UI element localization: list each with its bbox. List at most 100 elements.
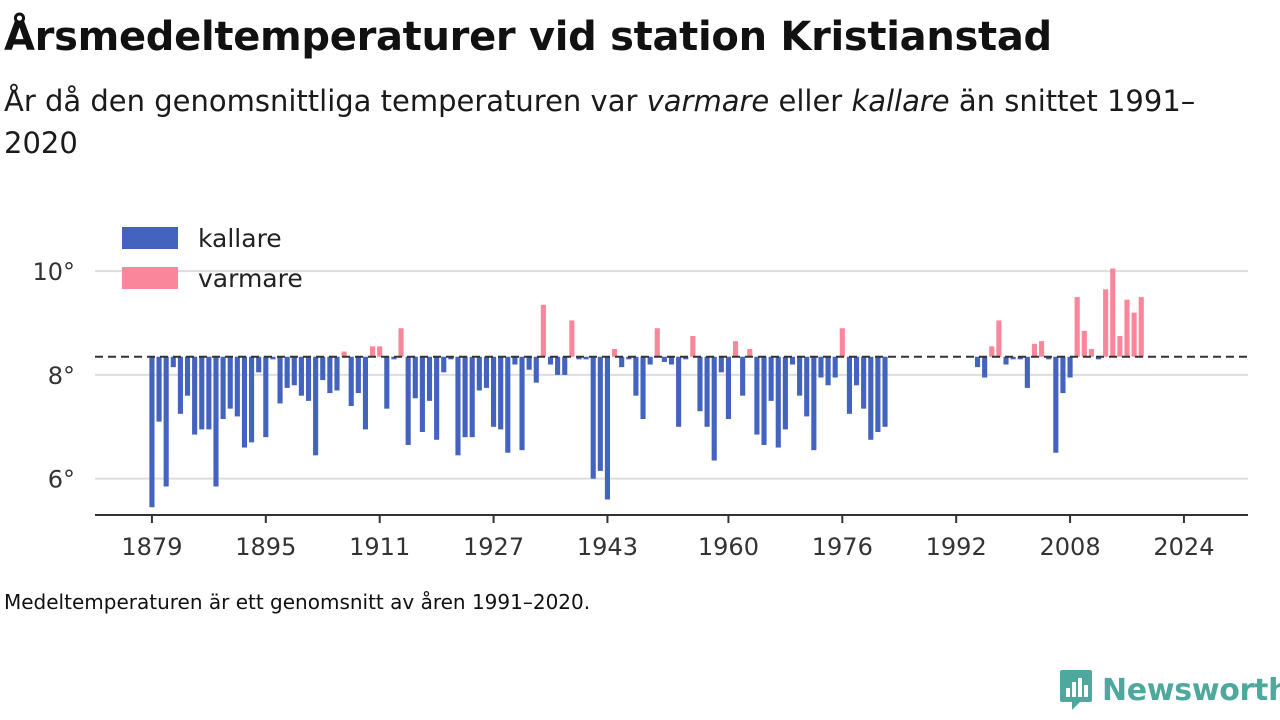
bar-1979 bbox=[861, 356, 867, 409]
x-tick-label: 1943 bbox=[577, 533, 638, 561]
bar-1942 bbox=[597, 356, 603, 471]
bar-1995 bbox=[974, 356, 981, 368]
x-tick-label: 1879 bbox=[121, 533, 182, 561]
bar-1999 bbox=[1003, 356, 1009, 365]
bar-1932 bbox=[526, 356, 532, 370]
bar-1934 bbox=[540, 304, 546, 357]
bar-1891 bbox=[234, 356, 240, 417]
bar-2018 bbox=[1138, 297, 1144, 357]
bar-1961 bbox=[732, 341, 739, 357]
bar-1958 bbox=[711, 356, 717, 461]
bar-2005 bbox=[1046, 356, 1052, 360]
bar-1888 bbox=[213, 356, 219, 487]
y-tick-label: 6° bbox=[48, 466, 75, 494]
bar-1939 bbox=[576, 356, 582, 360]
bar-1956 bbox=[697, 356, 703, 412]
bar-1976 bbox=[839, 328, 845, 357]
bar-1892 bbox=[241, 356, 248, 448]
bar-1920 bbox=[441, 356, 447, 373]
bar-1969 bbox=[789, 356, 796, 365]
x-tick-label: 1960 bbox=[698, 533, 759, 561]
bar-1894 bbox=[256, 356, 262, 373]
bar-1945 bbox=[619, 356, 625, 368]
bar-1902 bbox=[313, 356, 319, 456]
bar-1954 bbox=[683, 356, 689, 360]
bar-1887 bbox=[206, 356, 212, 430]
bar-2007 bbox=[1060, 356, 1066, 394]
legend-label-varmare: varmare bbox=[198, 264, 303, 293]
bar-2016 bbox=[1124, 299, 1130, 357]
bar-1911 bbox=[377, 346, 383, 357]
bar-1955 bbox=[690, 335, 696, 357]
bar-1931 bbox=[519, 356, 525, 451]
bar-1933 bbox=[533, 356, 539, 383]
bar-2004 bbox=[1039, 341, 1045, 357]
bar-1923 bbox=[462, 356, 468, 438]
bar-1928 bbox=[498, 356, 504, 430]
x-tick-label: 1927 bbox=[463, 533, 524, 561]
bar-1950 bbox=[654, 328, 660, 357]
subtitle-part-3: än snittet 1991–2020 bbox=[4, 84, 1196, 160]
bar-1970 bbox=[797, 356, 803, 396]
bar-1951 bbox=[661, 356, 667, 362]
bar-1998 bbox=[996, 320, 1002, 357]
legend-label-kallare: kallare bbox=[198, 224, 282, 253]
bar-1898 bbox=[284, 356, 290, 388]
legend-swatch-kallare bbox=[122, 227, 178, 249]
bar-1900 bbox=[298, 356, 304, 396]
bar-1974 bbox=[825, 356, 831, 386]
bar-1890 bbox=[227, 356, 233, 409]
bar-1886 bbox=[199, 356, 205, 430]
bar-1929 bbox=[505, 356, 511, 453]
bar-1936 bbox=[555, 356, 561, 375]
bar-1964 bbox=[754, 356, 760, 435]
bar-1880 bbox=[156, 356, 162, 422]
bar-1982 bbox=[882, 356, 888, 427]
bar-1968 bbox=[782, 356, 788, 430]
bar-1906 bbox=[341, 351, 347, 357]
bar-1941 bbox=[590, 356, 596, 479]
bar-1905 bbox=[334, 356, 340, 391]
bar-1882 bbox=[170, 356, 176, 368]
bar-1953 bbox=[676, 356, 682, 427]
chart-title: Årsmedeltemperaturer vid station Kristia… bbox=[4, 14, 1052, 60]
x-tick-label: 1895 bbox=[235, 533, 296, 561]
bar-1938 bbox=[569, 320, 575, 357]
bar-1908 bbox=[355, 356, 361, 394]
bar-1897 bbox=[277, 356, 283, 404]
brand-logo: Newsworthy bbox=[1058, 668, 1280, 712]
bar-1924 bbox=[469, 356, 475, 438]
bar-1915 bbox=[405, 356, 411, 445]
bar-1903 bbox=[320, 356, 326, 381]
bar-1912 bbox=[384, 356, 390, 409]
bar-1949 bbox=[647, 356, 653, 365]
bar-2014 bbox=[1110, 268, 1116, 357]
bar-2010 bbox=[1081, 330, 1087, 357]
bar-1972 bbox=[811, 356, 817, 451]
bar-1917 bbox=[419, 356, 425, 432]
bar-2013 bbox=[1103, 289, 1109, 357]
bar-1881 bbox=[163, 356, 169, 487]
brand-name: Newsworthy bbox=[1102, 672, 1280, 708]
subtitle-warm-word: varmare bbox=[646, 84, 770, 118]
legend: kallare varmare bbox=[122, 224, 303, 293]
x-tick-label: 2024 bbox=[1153, 533, 1214, 561]
bar-2009 bbox=[1074, 297, 1080, 357]
y-axis-labels: 6° 8° 10° bbox=[32, 258, 75, 494]
bar-2011 bbox=[1088, 348, 1094, 357]
temperature-bar-chart: 1879 1895 1911 1927 1943 1960 1976 1992 2008 2024… bbox=[32, 224, 1248, 561]
bar-1971 bbox=[804, 356, 810, 417]
bar-1959 bbox=[718, 356, 724, 373]
bar-1879 bbox=[149, 356, 155, 508]
bar-1916 bbox=[412, 356, 418, 399]
bar-1963 bbox=[747, 348, 753, 357]
bar-1919 bbox=[434, 356, 440, 440]
bar-1935 bbox=[547, 356, 554, 365]
bar-1883 bbox=[177, 356, 183, 414]
bar-1899 bbox=[291, 356, 297, 386]
bar-2000 bbox=[1010, 356, 1016, 360]
bar-1944 bbox=[612, 348, 618, 357]
bar-1975 bbox=[832, 356, 838, 378]
bar-2001 bbox=[1017, 356, 1023, 360]
bar-2008 bbox=[1067, 356, 1073, 378]
